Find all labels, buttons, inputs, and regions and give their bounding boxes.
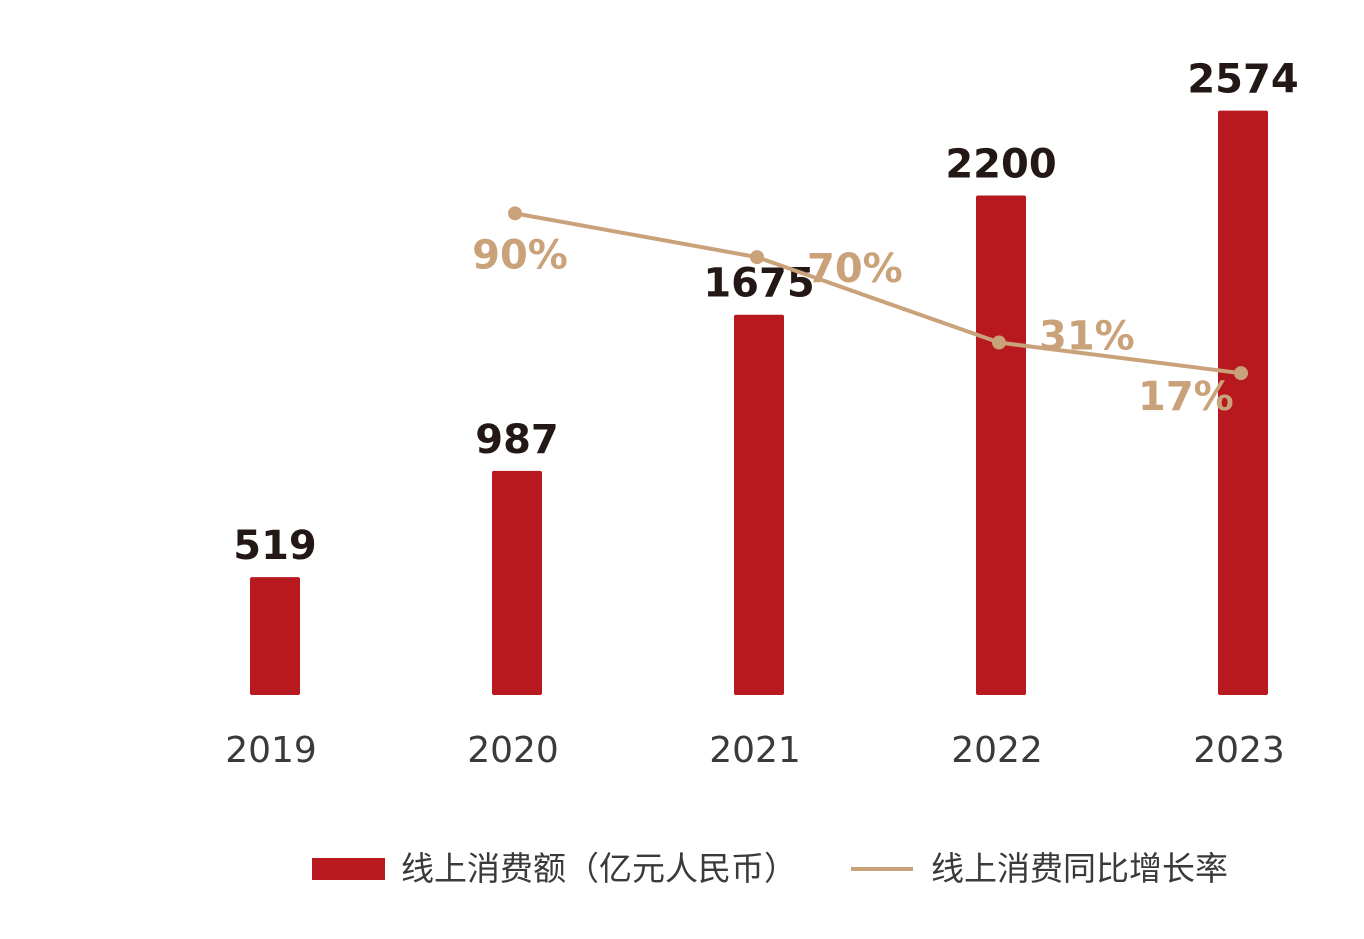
x-axis-ticks: 2019 2020 2021 2022 2023 [225, 730, 1285, 771]
bar-value-label-2023: 2574 [1187, 57, 1298, 103]
bar-value-label-2020: 987 [475, 417, 559, 463]
x-tick-2020: 2020 [467, 730, 559, 771]
legend: 线上消费额（亿元人民币） 线上消费同比增长率 [312, 849, 1228, 888]
growth-line-layer [508, 206, 1248, 381]
bars-layer [250, 110, 1268, 695]
growth-label-2023: 17% [1138, 374, 1234, 420]
bar-labels-layer: 519 987 1675 2200 2574 [233, 57, 1298, 570]
bar-value-label-2022: 2200 [945, 142, 1056, 188]
x-tick-2021: 2021 [709, 730, 801, 771]
x-tick-2023: 2023 [1193, 730, 1285, 771]
growth-label-2021: 70% [807, 246, 903, 292]
x-tick-2019: 2019 [225, 730, 317, 771]
bar-2020 [492, 470, 542, 695]
bar-2019 [250, 577, 300, 695]
growth-label-2020: 90% [472, 232, 568, 278]
growth-point-2023 [1234, 366, 1248, 381]
bar-2023 [1218, 110, 1268, 695]
legend-line-label: 线上消费同比增长率 [931, 849, 1228, 888]
growth-point-2021 [750, 250, 764, 265]
legend-bar-label: 线上消费额（亿元人民币） [401, 849, 797, 888]
legend-bar-swatch [312, 858, 385, 880]
bar-value-label-2021: 1675 [703, 261, 814, 307]
bar-value-label-2019: 519 [233, 523, 317, 569]
growth-label-2022: 31% [1039, 314, 1135, 360]
growth-labels-layer: 90% 70% 31%17% [472, 232, 1234, 420]
growth-point-2022 [992, 335, 1006, 350]
bar-2021 [734, 314, 784, 695]
growth-line [514, 211, 1242, 376]
x-tick-2022: 2022 [951, 730, 1043, 771]
growth-point-2020 [508, 206, 522, 221]
bar-2022 [976, 195, 1026, 695]
